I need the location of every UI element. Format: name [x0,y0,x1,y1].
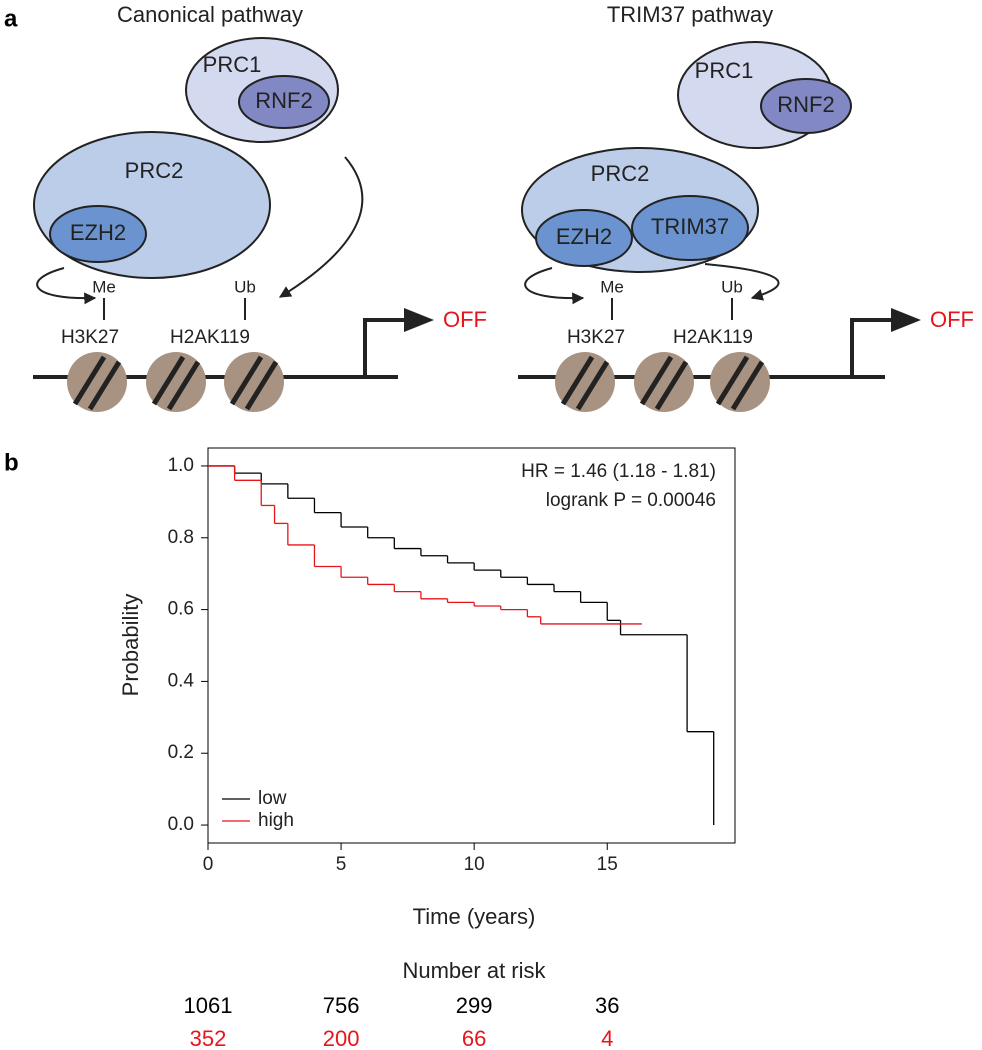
y-tick-label: 0.8 [168,527,194,548]
annotation: HR = 1.46 (1.18 - 1.81) [521,461,716,482]
ezh2-label: EZH2 [70,220,126,245]
risk-title: Number at risk [402,958,546,983]
ezh2-label: EZH2 [556,224,612,249]
risk-count: 1061 [184,993,233,1018]
h2ak119-label: H2AK119 [170,327,250,348]
promoter-head [891,308,921,332]
panel-label: a [4,5,18,32]
h3k27-label: H3K27 [61,327,119,348]
off-label: OFF [930,307,974,332]
ub-label: Ub [721,277,743,296]
rnf2-label: RNF2 [777,92,834,117]
promoter-head [404,308,434,332]
plot-frame [207,447,736,844]
diagram-title: Canonical pathway [117,2,303,27]
x-tick-label: 0 [203,854,214,875]
ub-label: Ub [234,277,256,296]
y-tick-label: 0.0 [168,814,194,835]
arrow [278,156,364,298]
canonical-diagram: Canonical pathway PRC1 RNF2 PRC2 EZH2 Me… [33,2,487,412]
risk-count: 299 [456,993,493,1018]
trim37 [631,195,749,261]
rnf2 [238,75,330,129]
prc2-label: PRC2 [591,161,650,186]
arrow [36,267,97,305]
x-axis-label: Time (years) [413,904,536,929]
risk-count: 352 [190,1026,227,1050]
nucleosomes [67,352,284,412]
risk-count: 36 [595,993,619,1018]
panel-label: b [4,449,19,476]
x-tick-label: 10 [464,854,485,875]
prc1-label: PRC1 [695,58,754,83]
risk-count: 200 [323,1026,360,1050]
nucleosomes [555,352,770,412]
h2ak119-label: H2AK119 [673,327,753,348]
legend-label: high [258,810,294,831]
risk-count: 4 [601,1026,613,1050]
y-tick-label: 0.2 [168,742,194,763]
prc1-label: PRC1 [203,52,262,77]
diagram-title: TRIM37 pathway [607,2,773,27]
trim37-label: TRIM37 [651,214,729,239]
prc2-label: PRC2 [125,158,184,183]
x-tick-label: 15 [597,854,618,875]
y-tick-label: 0.4 [168,670,195,691]
annotation: logrank P = 0.00046 [546,490,716,511]
risk-count: 66 [462,1026,486,1050]
y-tick-label: 1.0 [168,455,194,476]
promoter [363,318,405,377]
h3k27-label: H3K27 [567,327,625,348]
y-axis-label: Probability [118,594,143,697]
me-label: Me [600,277,624,296]
rnf2-label: RNF2 [255,88,312,113]
rnf2 [760,78,852,134]
x-tick-label: 5 [336,854,347,875]
arrow [704,263,780,301]
promoter [850,318,892,377]
trim37-diagram: TRIM37 pathway PRC1 RNF2 PRC2 EZH2 TRIM3… [518,2,974,412]
me-label: Me [92,277,116,296]
ezh2 [49,205,147,263]
arrow [524,267,585,305]
off-label: OFF [443,307,487,332]
y-tick-label: 0.6 [168,599,194,620]
legend-label: low [258,788,287,809]
risk-count: 756 [323,993,360,1018]
ezh2 [535,209,633,267]
